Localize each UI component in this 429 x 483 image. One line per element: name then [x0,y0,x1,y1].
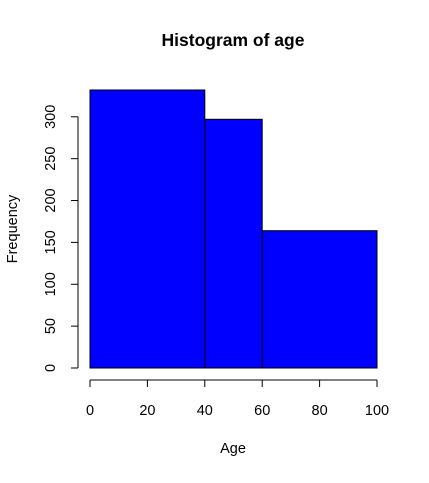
histogram-bar-1 [89,89,206,369]
x-tick-label-40: 40 [197,403,213,419]
y-tick-label-50: 50 [43,318,59,334]
histogram-bar-2 [204,118,263,369]
bars-group [89,89,378,369]
y-tick-label-0: 0 [43,364,59,372]
x-tick-label-0: 0 [86,403,94,419]
x-axis: 0 20 40 60 80 100 [86,379,389,419]
x-tick-label-20: 20 [139,403,155,419]
x-tick-label-60: 60 [254,403,270,419]
y-tick-label-250: 250 [43,147,59,171]
y-axis-label: Frequency [5,194,21,263]
chart-title: Histogram of age [162,30,305,50]
x-axis-label: Age [220,441,246,457]
histogram-bar-3 [261,230,378,369]
y-axis: 0 50 100 150 200 250 300 [43,105,79,372]
y-tick-label-150: 150 [43,230,59,254]
y-tick-label-300: 300 [43,105,59,129]
x-tick-label-80: 80 [312,403,328,419]
y-tick-label-100: 100 [43,272,59,296]
x-tick-label-100: 100 [365,403,389,419]
y-tick-label-200: 200 [43,188,59,212]
